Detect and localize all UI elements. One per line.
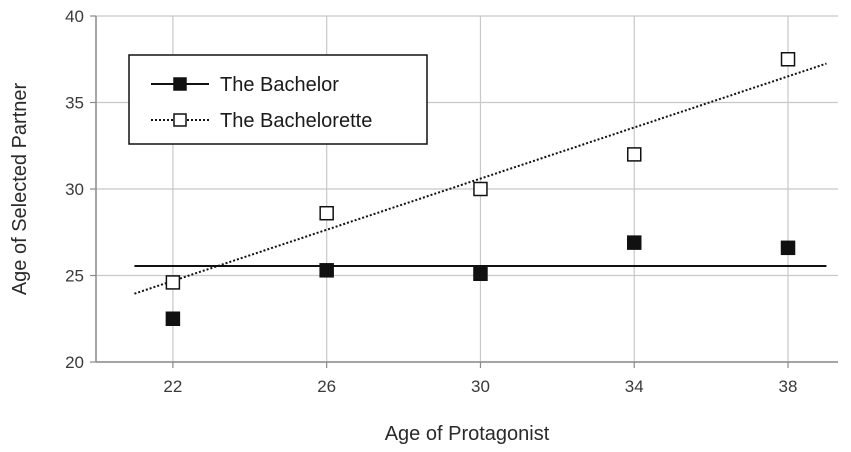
y-tick-label: 25 [65, 267, 84, 286]
tick-labels: 22 26 30 34 38 20 25 30 35 40 [65, 7, 797, 396]
trendline-series-2 [134, 62, 827, 295]
data-point-series-1 [319, 263, 334, 278]
y-axis-title: Age of Selected Partner [9, 82, 31, 295]
data-point-series-2 [780, 52, 796, 67]
plot-frame [90, 15, 838, 368]
legend-marker-bachelor [173, 77, 187, 91]
data-point-series-2 [319, 205, 334, 221]
x-tick-label: 26 [317, 377, 336, 396]
x-tick-label: 22 [163, 377, 182, 396]
data-point-series-1 [626, 235, 642, 250]
trendlines [134, 62, 827, 295]
legend: The Bachelor The Bachelorette [128, 54, 428, 145]
data-points [165, 52, 796, 326]
x-tick-label: 30 [471, 377, 490, 396]
data-point-series-2 [165, 275, 181, 290]
y-tick-label: 40 [65, 7, 84, 26]
legend-box [128, 54, 428, 145]
x-tick-label: 38 [779, 377, 798, 396]
legend-marker-bachelorette [173, 113, 187, 127]
y-tick-label: 35 [65, 94, 84, 113]
legend-label-bachelorette: The Bachelorette [220, 110, 372, 132]
data-point-series-2 [626, 147, 642, 162]
x-axis-title: Age of Protagonist [385, 423, 550, 445]
y-tick-label: 30 [65, 180, 84, 199]
legend-label-bachelor: The Bachelor [220, 74, 339, 96]
y-tick-label: 20 [65, 353, 84, 372]
data-point-series-1 [473, 266, 488, 282]
data-point-series-2 [473, 181, 488, 197]
x-tick-label: 34 [625, 377, 644, 396]
data-point-series-1 [165, 311, 181, 326]
data-point-series-1 [780, 240, 796, 256]
